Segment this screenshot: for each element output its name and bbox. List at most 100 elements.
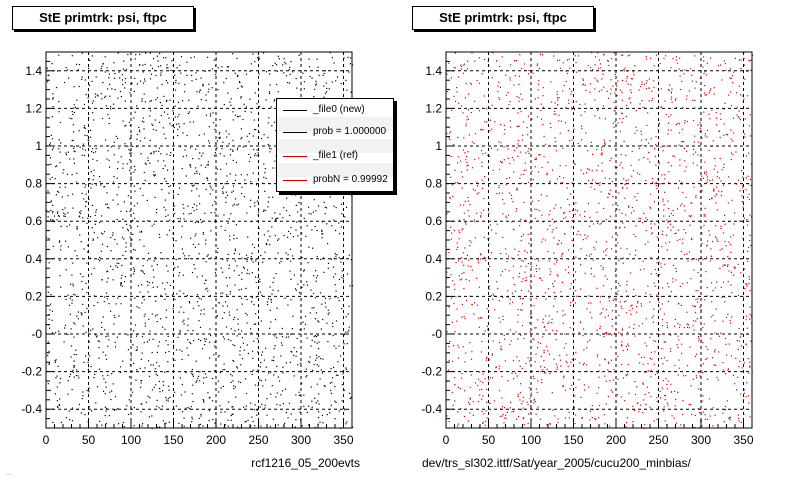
data-point [95, 184, 97, 186]
data-point [515, 60, 517, 62]
data-point [678, 326, 681, 328]
data-point [492, 52, 494, 54]
data-point [344, 333, 346, 336]
data-point [81, 52, 83, 54]
data-point [529, 360, 531, 362]
data-point [709, 180, 711, 182]
data-point [535, 297, 537, 300]
data-point [234, 179, 236, 181]
data-point [198, 305, 200, 307]
data-point [712, 425, 714, 427]
data-point [329, 196, 331, 198]
data-point [308, 206, 310, 208]
data-point [311, 339, 313, 341]
data-point [104, 296, 106, 298]
data-point [122, 360, 124, 362]
data-point [92, 179, 94, 181]
data-point [471, 52, 473, 54]
data-point [127, 334, 129, 336]
data-point [589, 339, 591, 341]
data-point [133, 171, 135, 173]
data-point [625, 345, 627, 347]
data-point [217, 315, 219, 317]
data-point [515, 372, 517, 374]
data-point [169, 185, 171, 187]
data-point [511, 292, 513, 294]
data-point [308, 212, 310, 215]
data-point [723, 134, 725, 136]
data-point [637, 301, 639, 303]
data-point [73, 145, 75, 148]
data-point [313, 363, 315, 366]
data-point [209, 357, 211, 359]
data-point [295, 229, 297, 231]
x-tick-label: 250 [648, 433, 668, 447]
data-point [273, 359, 275, 362]
data-point [743, 296, 745, 298]
data-point [487, 238, 489, 240]
data-point [240, 138, 242, 140]
data-point [648, 151, 650, 153]
data-point [556, 330, 558, 332]
data-point [505, 215, 507, 217]
data-point [271, 125, 273, 127]
data-point [106, 203, 109, 205]
data-point [56, 375, 58, 377]
data-point [462, 112, 464, 114]
data-point [230, 373, 232, 375]
data-point [634, 381, 636, 383]
data-point [535, 388, 537, 390]
data-point [145, 401, 147, 403]
data-point [681, 181, 683, 184]
data-point [539, 277, 541, 279]
data-point [745, 155, 748, 157]
data-point [90, 257, 92, 259]
data-point [724, 214, 726, 216]
data-point [192, 375, 194, 377]
data-point [291, 328, 293, 330]
data-point [564, 314, 566, 316]
data-point [481, 73, 483, 75]
data-point [67, 195, 69, 197]
data-point [76, 225, 78, 228]
data-point [120, 210, 122, 212]
data-point [701, 190, 703, 192]
data-point [331, 381, 333, 383]
data-point [525, 152, 527, 154]
data-point [730, 236, 732, 238]
data-point [623, 140, 625, 142]
data-point [208, 142, 211, 144]
data-point [215, 73, 217, 76]
data-point [595, 181, 597, 184]
data-point [95, 402, 97, 404]
data-point [84, 186, 86, 188]
data-point [703, 213, 705, 215]
data-point [688, 251, 690, 253]
data-point [468, 401, 470, 403]
data-point [522, 400, 524, 402]
data-point [165, 316, 167, 319]
data-point [511, 221, 513, 223]
data-point [156, 399, 158, 401]
data-point [292, 315, 294, 317]
data-point [679, 205, 681, 207]
data-point [608, 362, 610, 365]
data-point [158, 150, 160, 152]
data-point [601, 89, 603, 91]
data-point [147, 252, 150, 254]
data-point [711, 301, 713, 303]
data-point [308, 246, 310, 248]
data-point [69, 158, 71, 160]
data-point [321, 229, 323, 231]
data-point [233, 360, 235, 362]
data-point [220, 292, 222, 294]
data-point [320, 328, 322, 330]
data-point [580, 248, 582, 250]
data-point [72, 262, 74, 264]
data-point [605, 403, 607, 405]
data-point [67, 334, 69, 336]
data-point [189, 164, 191, 167]
data-point [583, 349, 585, 351]
legend-spacer [277, 139, 393, 153]
data-point [121, 79, 124, 81]
